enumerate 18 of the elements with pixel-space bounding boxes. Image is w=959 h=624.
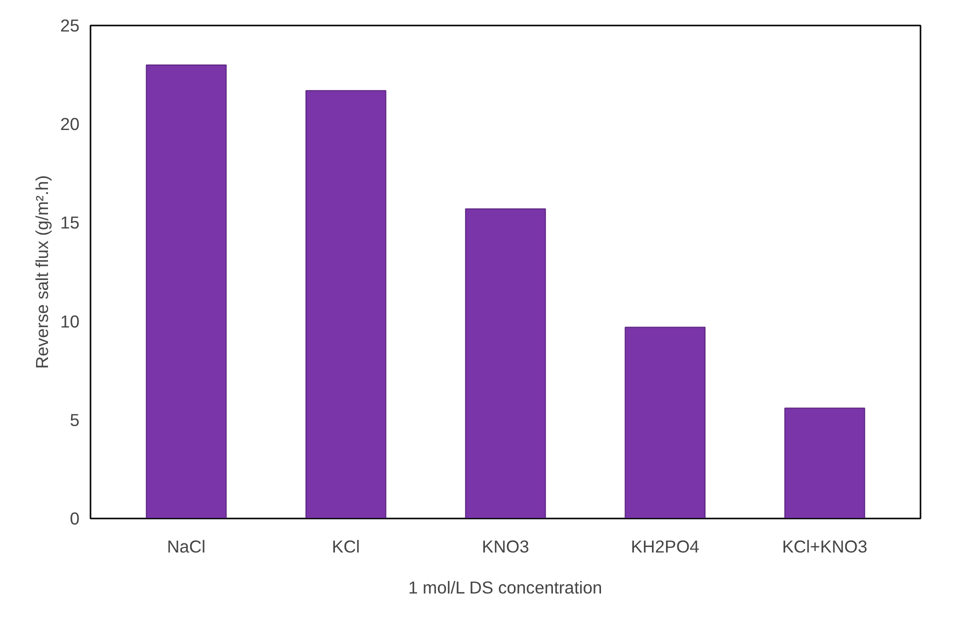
y-tick-label: 20 <box>60 114 80 134</box>
bar <box>465 208 546 518</box>
bar <box>624 326 706 518</box>
y-tick-label: 25 <box>60 16 80 36</box>
y-axis-title: Reverse salt flux (g/m².h) <box>32 175 52 369</box>
bar <box>146 64 227 518</box>
y-tick-label: 0 <box>70 508 80 528</box>
bar <box>784 408 866 518</box>
bar <box>305 90 386 518</box>
x-axis-title: 1 mol/L DS concentration <box>408 578 602 598</box>
x-tick-label: KNO3 <box>482 536 530 556</box>
x-tick-label: NaCl <box>167 536 206 556</box>
x-tick-label: KCl <box>332 536 360 556</box>
x-tick-label: KH2PO4 <box>630 536 700 556</box>
x-tick-label: KCl+KNO3 <box>782 536 868 556</box>
y-tick-label: 15 <box>60 212 80 233</box>
y-tick-label: 10 <box>60 311 80 332</box>
y-tick-label: 5 <box>70 410 80 430</box>
